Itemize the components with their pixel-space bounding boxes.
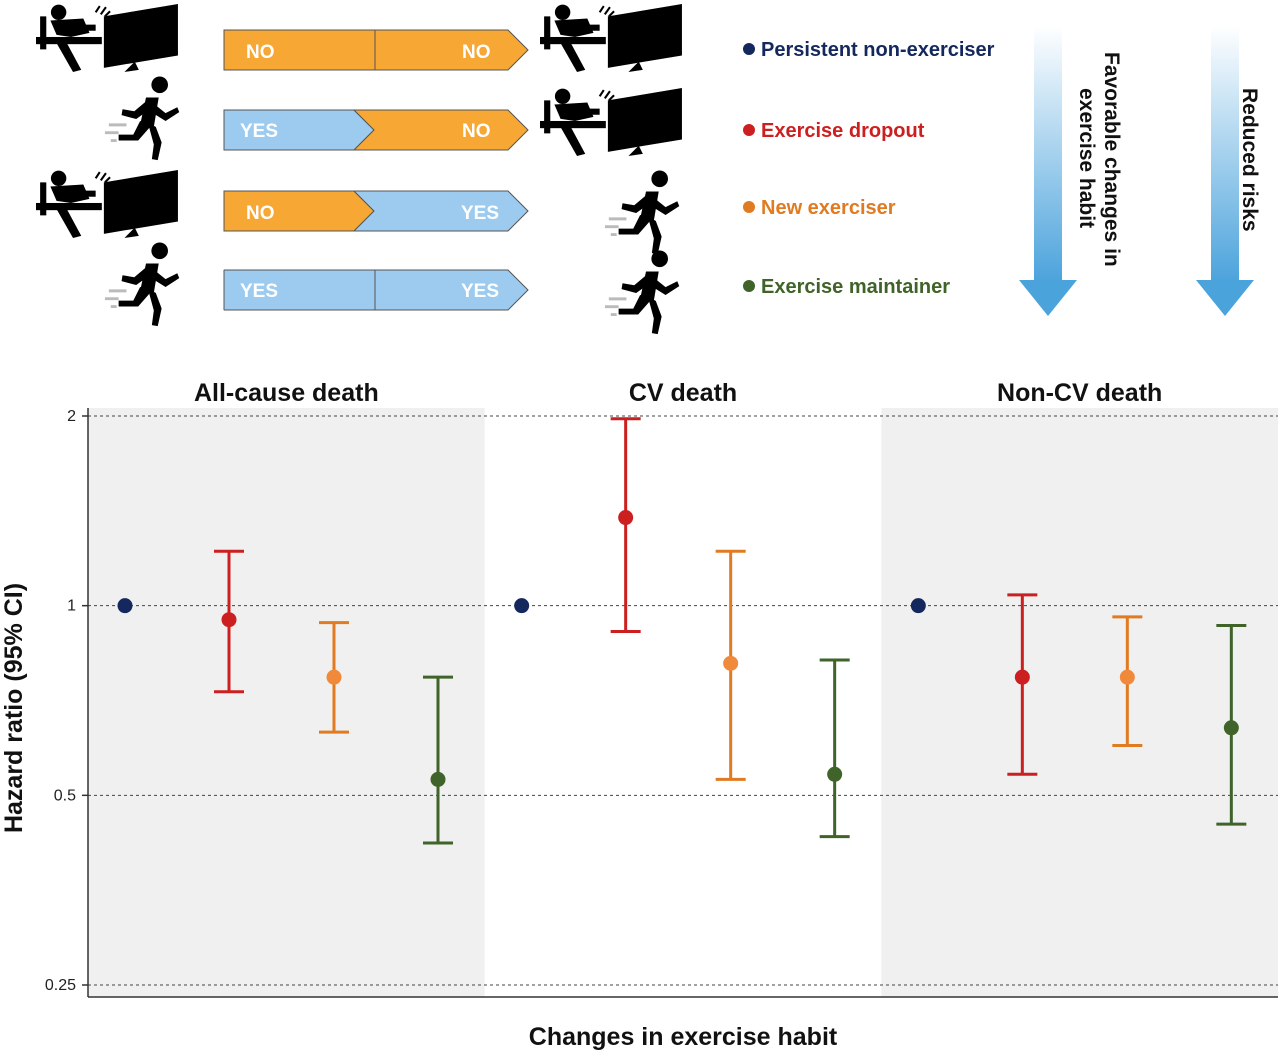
legend-marker	[743, 201, 755, 213]
data-point	[326, 669, 342, 685]
favorable-changes-arrow: Favorable changes in exercise habit	[1019, 26, 1123, 316]
gridlines	[88, 415, 1278, 986]
plot-marks	[117, 417, 1247, 845]
legend: Persistent non-exerciser Exercise dropou…	[743, 39, 995, 298]
panel-title: CV death	[629, 379, 737, 407]
reduced-risks-arrow: Reduced risks	[1196, 26, 1261, 316]
arrow-shaft	[1211, 26, 1239, 282]
panel-background	[88, 408, 485, 997]
legend-label: Exercise maintainer	[761, 276, 950, 298]
arrow-left-label: NO	[246, 42, 275, 63]
data-point	[117, 598, 133, 614]
running-person-icon	[103, 242, 181, 328]
hazard-ratio-plot: 0.25 0.5 1 2 All-cause death CV death Non-CV …	[0, 379, 1278, 1051]
favorable-label-line2: exercise habit	[1075, 88, 1098, 228]
sedentary-person-icon	[36, 3, 179, 73]
arrow-right-label: YES	[461, 281, 499, 302]
pattern-row: YES NO	[103, 76, 683, 162]
y-axis-title: Hazard ratio (95% CI)	[0, 583, 28, 833]
reduced-risks-label: Reduced risks	[1238, 88, 1261, 232]
arrow-shaft	[1034, 26, 1062, 282]
running-person-icon	[603, 170, 681, 256]
legend-marker	[743, 43, 755, 55]
data-point	[618, 510, 634, 526]
tick-label: 2	[67, 408, 76, 425]
panel-backgrounds	[88, 408, 1278, 997]
data-point	[1014, 669, 1030, 685]
data-point	[910, 598, 926, 614]
panel-titles: All-cause death CV death Non-CV death	[194, 379, 1162, 407]
pattern-row: NO YES	[36, 169, 681, 256]
arrow-left-label: NO	[246, 203, 275, 224]
tick-label: 0.25	[45, 977, 76, 994]
data-point	[514, 598, 530, 614]
running-person-icon	[103, 76, 181, 162]
legend-label: Persistent non-exerciser	[761, 39, 995, 61]
arrow-right-label: YES	[461, 203, 499, 224]
arrow-right-segment	[374, 29, 529, 71]
exercise-pattern-schematic: NO NO YES NO NO YES YES	[36, 3, 683, 336]
y-ticks: 0.25 0.5 1 2	[45, 408, 88, 994]
arrow-left-label: YES	[240, 121, 278, 142]
sedentary-person-icon	[540, 3, 683, 73]
legend-label: Exercise dropout	[761, 120, 925, 142]
data-point	[723, 655, 739, 671]
down-arrow-icon	[1019, 280, 1077, 316]
running-person-icon	[603, 250, 681, 336]
tick-label: 1	[67, 598, 76, 615]
arrow-right-segment	[352, 109, 529, 151]
legend-marker	[743, 280, 755, 292]
x-axis-title: Changes in exercise habit	[529, 1023, 838, 1051]
down-arrow-icon	[1196, 280, 1254, 316]
data-point	[827, 766, 843, 782]
data-point	[1223, 720, 1239, 736]
sedentary-person-icon	[36, 169, 179, 239]
panel-title: All-cause death	[194, 379, 379, 407]
arrow-right-segment	[352, 190, 529, 232]
panel-background	[881, 408, 1278, 997]
legend-marker	[743, 124, 755, 136]
arrow-right-label: NO	[462, 42, 491, 63]
legend-label: New exerciser	[761, 197, 896, 219]
arrow-left-label: YES	[240, 281, 278, 302]
data-point	[221, 612, 237, 628]
arrow-right-label: NO	[462, 121, 491, 142]
arrow-right-segment	[374, 269, 529, 311]
data-point	[430, 771, 446, 787]
tick-label: 0.5	[54, 787, 76, 804]
sedentary-person-icon	[540, 87, 683, 157]
favorable-label-line1: Favorable changes in	[1100, 52, 1123, 267]
panel-title: Non-CV death	[997, 379, 1162, 407]
pattern-row: YES YES	[103, 242, 681, 336]
data-point	[1119, 669, 1135, 685]
pattern-row: NO NO	[36, 3, 683, 73]
